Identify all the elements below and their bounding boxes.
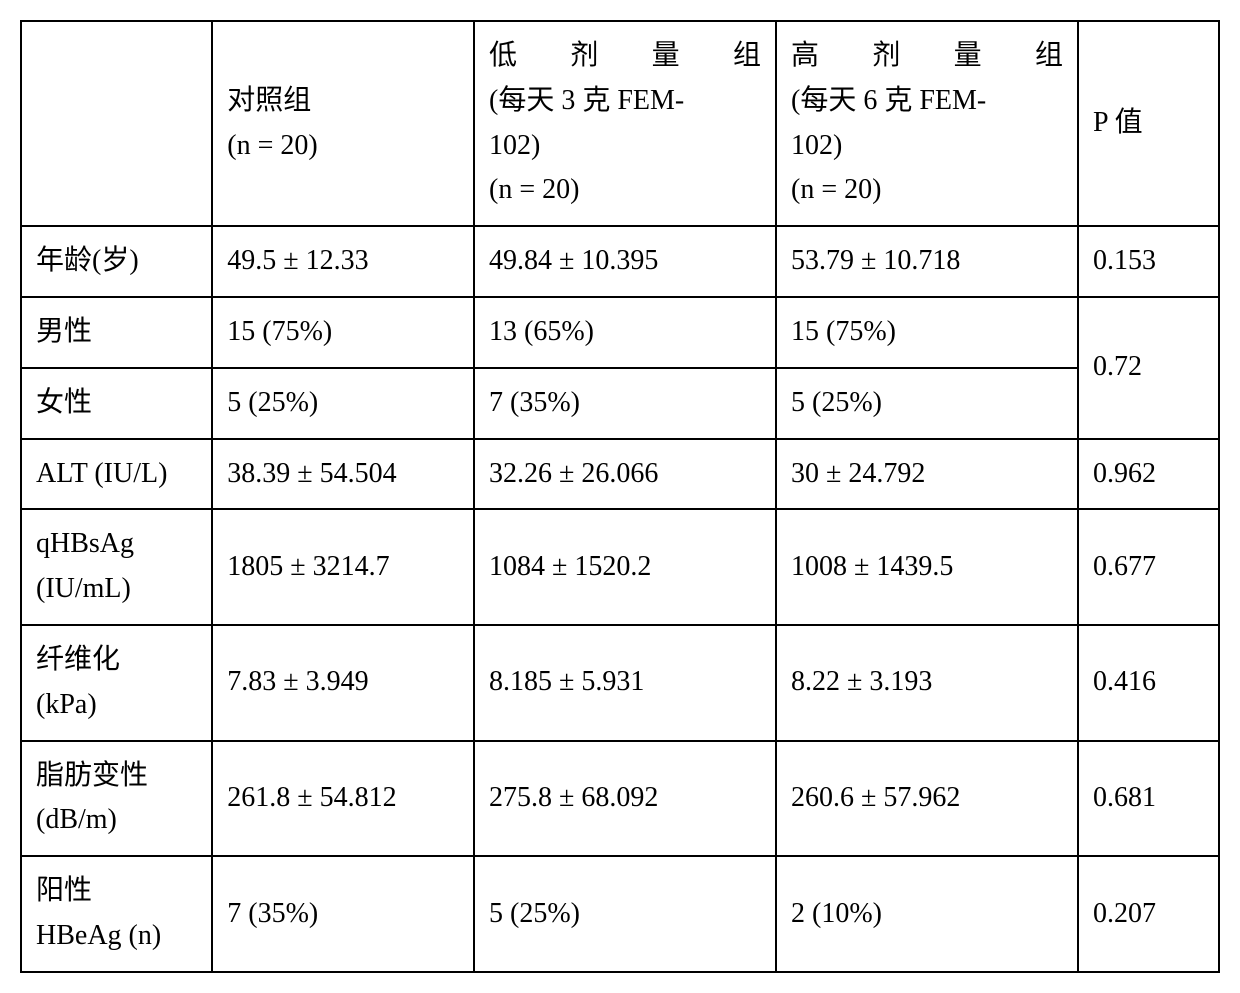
cell-value: 13 (65%)	[474, 297, 776, 368]
header-low-line3: 102)	[489, 124, 761, 169]
cell-value: 1008 ± 1439.5	[776, 509, 1078, 625]
cell-value: 5 (25%)	[212, 368, 474, 439]
cell-label: ALT (IU/L)	[21, 439, 212, 510]
cell-label: 年龄(岁)	[21, 226, 212, 297]
header-high: 高剂量组 (每天 6 克 FEM- 102) (n = 20)	[776, 21, 1078, 226]
cell-value: 7 (35%)	[212, 856, 474, 972]
cell-value: 5 (25%)	[474, 856, 776, 972]
cell-label: 阳性 HBeAg (n)	[21, 856, 212, 972]
header-blank	[21, 21, 212, 226]
cell-value: 0.416	[1078, 625, 1219, 741]
cell-label: 男性	[21, 297, 212, 368]
cell-value: 49.84 ± 10.395	[474, 226, 776, 297]
clinical-data-table: 对照组 (n = 20) 低剂量组 (每天 3 克 FEM- 102) (n =…	[20, 20, 1220, 973]
cell-value: 260.6 ± 57.962	[776, 741, 1078, 857]
table-row: qHBsAg (IU/mL) 1805 ± 3214.7 1084 ± 1520…	[21, 509, 1219, 625]
table-row: 纤维化 (kPa) 7.83 ± 3.949 8.185 ± 5.931 8.2…	[21, 625, 1219, 741]
cell-label-line: 阳性	[36, 869, 197, 914]
cell-label: qHBsAg (IU/mL)	[21, 509, 212, 625]
header-low-title: 低剂量组	[489, 34, 761, 79]
cell-value: 261.8 ± 54.812	[212, 741, 474, 857]
header-high-sub: (n = 20)	[791, 168, 1063, 213]
cell-value: 7.83 ± 3.949	[212, 625, 474, 741]
header-control: 对照组 (n = 20)	[212, 21, 474, 226]
cell-label-line: 纤维化	[36, 638, 197, 683]
cell-value: 275.8 ± 68.092	[474, 741, 776, 857]
table-row: 男性 15 (75%) 13 (65%) 15 (75%) 0.72	[21, 297, 1219, 368]
header-high-title: 高剂量组	[791, 34, 1063, 79]
header-control-title: 对照组	[227, 79, 459, 124]
cell-value: 30 ± 24.792	[776, 439, 1078, 510]
table-row: 女性 5 (25%) 7 (35%) 5 (25%)	[21, 368, 1219, 439]
table-row: 脂肪变性 (dB/m) 261.8 ± 54.812 275.8 ± 68.09…	[21, 741, 1219, 857]
cell-label-line: qHBsAg	[36, 522, 197, 567]
cell-label-line: 脂肪变性	[36, 754, 197, 799]
cell-value: 15 (75%)	[776, 297, 1078, 368]
cell-value: 0.72	[1078, 297, 1219, 439]
cell-value: 7 (35%)	[474, 368, 776, 439]
header-low-line2: (每天 3 克 FEM-	[489, 79, 761, 124]
cell-value: 49.5 ± 12.33	[212, 226, 474, 297]
cell-value: 5 (25%)	[776, 368, 1078, 439]
cell-label-line: (dB/m)	[36, 798, 197, 843]
header-high-line3: 102)	[791, 124, 1063, 169]
cell-label-line: (kPa)	[36, 683, 197, 728]
cell-value: 0.962	[1078, 439, 1219, 510]
cell-value: 0.681	[1078, 741, 1219, 857]
header-low: 低剂量组 (每天 3 克 FEM- 102) (n = 20)	[474, 21, 776, 226]
header-control-sub: (n = 20)	[227, 124, 459, 169]
cell-value: 8.185 ± 5.931	[474, 625, 776, 741]
cell-value: 0.153	[1078, 226, 1219, 297]
cell-value: 38.39 ± 54.504	[212, 439, 474, 510]
cell-label: 纤维化 (kPa)	[21, 625, 212, 741]
table-row: 年龄(岁) 49.5 ± 12.33 49.84 ± 10.395 53.79 …	[21, 226, 1219, 297]
cell-value: 1805 ± 3214.7	[212, 509, 474, 625]
cell-value: 8.22 ± 3.193	[776, 625, 1078, 741]
cell-value: 15 (75%)	[212, 297, 474, 368]
cell-label: 脂肪变性 (dB/m)	[21, 741, 212, 857]
table-header-row: 对照组 (n = 20) 低剂量组 (每天 3 克 FEM- 102) (n =…	[21, 21, 1219, 226]
cell-label-line: HBeAg (n)	[36, 914, 197, 959]
cell-value: 1084 ± 1520.2	[474, 509, 776, 625]
cell-value: 0.677	[1078, 509, 1219, 625]
header-low-sub: (n = 20)	[489, 168, 761, 213]
table-row: 阳性 HBeAg (n) 7 (35%) 5 (25%) 2 (10%) 0.2…	[21, 856, 1219, 972]
cell-label: 女性	[21, 368, 212, 439]
cell-value: 0.207	[1078, 856, 1219, 972]
header-high-line2: (每天 6 克 FEM-	[791, 79, 1063, 124]
table-row: ALT (IU/L) 38.39 ± 54.504 32.26 ± 26.066…	[21, 439, 1219, 510]
cell-value: 2 (10%)	[776, 856, 1078, 972]
cell-value: 32.26 ± 26.066	[474, 439, 776, 510]
cell-value: 53.79 ± 10.718	[776, 226, 1078, 297]
cell-label-line: (IU/mL)	[36, 567, 197, 612]
header-pvalue: P 值	[1078, 21, 1219, 226]
